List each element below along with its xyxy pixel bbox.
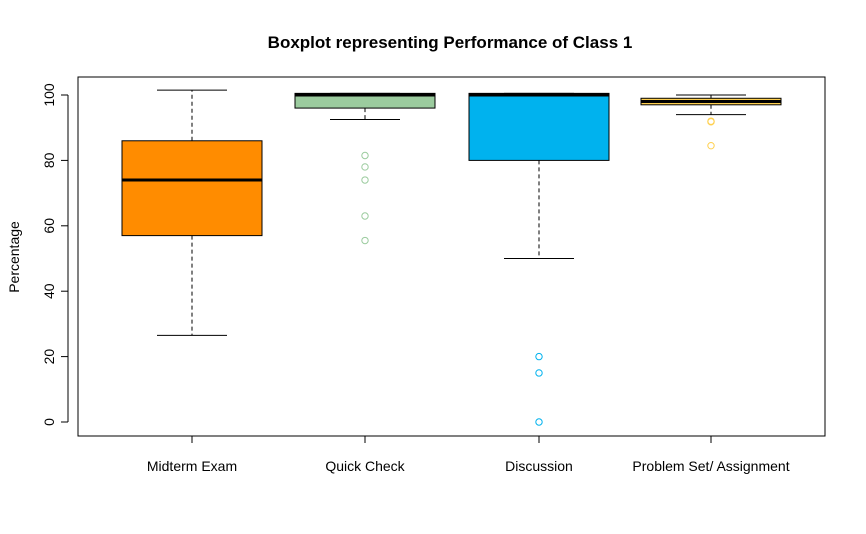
y-axis-label: Percentage xyxy=(6,221,22,293)
y-tick-label: 60 xyxy=(41,218,57,234)
boxes-group xyxy=(121,89,782,426)
x-tick-label: Discussion xyxy=(505,458,573,474)
box-2 xyxy=(294,92,436,245)
y-tick-label: 100 xyxy=(41,83,57,107)
x-tick-label: Quick Check xyxy=(325,458,405,474)
y-tick-label: 40 xyxy=(41,283,57,299)
outlier-point xyxy=(707,118,715,126)
y-tick-label: 20 xyxy=(41,349,57,365)
y-tick-label: 0 xyxy=(41,418,57,426)
box-rect xyxy=(121,140,263,237)
outlier-point xyxy=(361,212,369,220)
x-axis: Midterm Exam Quick Check Discussion Problem… xyxy=(147,435,790,474)
box-4 xyxy=(640,94,782,150)
outlier-point xyxy=(535,418,543,426)
chart-title: Boxplot representing Performance of Clas… xyxy=(268,33,633,52)
x-tick-label: Problem Set/ Assignment xyxy=(632,458,789,474)
plot-frame xyxy=(77,76,826,437)
box-1 xyxy=(121,89,263,336)
outlier-point xyxy=(361,176,369,184)
y-axis: 0 20 40 60 80 100 xyxy=(41,83,69,426)
box-3 xyxy=(468,92,610,426)
outlier-point xyxy=(535,352,543,361)
x-tick-label: Midterm Exam xyxy=(147,458,237,474)
box-rect xyxy=(468,92,610,161)
outlier-point xyxy=(535,369,543,377)
outlier-point xyxy=(361,163,369,171)
outlier-point xyxy=(707,141,715,150)
outlier-point xyxy=(361,151,369,160)
y-tick-label: 80 xyxy=(41,152,57,168)
outlier-point xyxy=(361,236,369,245)
box-rect xyxy=(294,92,436,109)
